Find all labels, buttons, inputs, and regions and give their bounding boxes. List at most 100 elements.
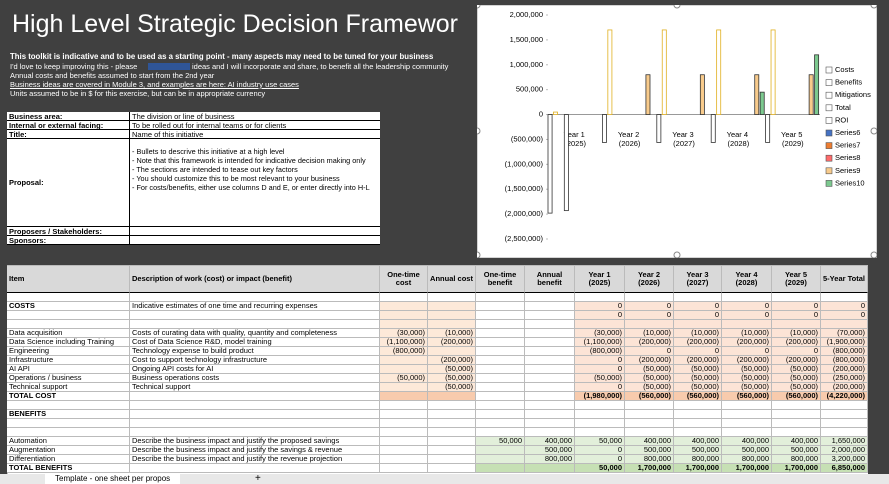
table-cell[interactable] (625, 401, 674, 410)
table-cell[interactable]: 800,000 (772, 455, 821, 464)
table-cell[interactable] (380, 464, 428, 473)
table-cell[interactable]: 800,000 (525, 455, 575, 464)
table-cell[interactable] (130, 401, 380, 410)
table-cell[interactable] (428, 347, 476, 356)
table-cell[interactable] (476, 419, 525, 428)
table-cell[interactable]: (50,000) (674, 374, 722, 383)
table-cell[interactable] (130, 464, 380, 473)
table-cell[interactable] (525, 320, 575, 329)
table-cell[interactable]: (50,000) (722, 383, 772, 392)
table-cell[interactable]: 500,000 (625, 446, 674, 455)
column-header[interactable]: One-time cost (380, 266, 428, 293)
table-cell[interactable]: (50,000) (722, 374, 772, 383)
table-cell[interactable] (821, 401, 868, 410)
table-cell[interactable] (130, 410, 380, 419)
table-cell[interactable]: (50,000) (772, 365, 821, 374)
table-cell[interactable]: 0 (722, 302, 772, 311)
table-cell[interactable]: (50,000) (428, 365, 476, 374)
table-cell[interactable] (7, 293, 130, 302)
table-cell[interactable]: (800,000) (821, 356, 868, 365)
column-header[interactable]: Year 4 (2028) (722, 266, 772, 293)
table-cell[interactable]: 1,700,000 (722, 464, 772, 473)
table-cell[interactable]: Cost to support technology infrastructur… (130, 356, 380, 365)
table-cell[interactable]: (50,000) (674, 365, 722, 374)
table-cell[interactable]: (50,000) (380, 374, 428, 383)
table-cell[interactable] (130, 320, 380, 329)
table-cell[interactable] (772, 401, 821, 410)
table-cell[interactable] (428, 437, 476, 446)
table-cell[interactable]: (200,000) (821, 383, 868, 392)
table-cell[interactable]: 0 (575, 455, 625, 464)
column-header[interactable]: Description of work (cost) or impact (be… (130, 266, 380, 293)
column-header[interactable]: Year 3 (2027) (674, 266, 722, 293)
add-sheet[interactable]: + (255, 473, 261, 484)
table-cell[interactable]: 50,000 (575, 464, 625, 473)
table-cell[interactable]: BENEFITS (7, 410, 130, 419)
table-cell[interactable] (625, 320, 674, 329)
table-cell[interactable] (625, 428, 674, 437)
table-cell[interactable] (476, 365, 525, 374)
table-cell[interactable]: (50,000) (722, 365, 772, 374)
table-cell[interactable] (525, 338, 575, 347)
table-cell[interactable] (772, 293, 821, 302)
table-cell[interactable]: 0 (575, 302, 625, 311)
table-cell[interactable]: (50,000) (772, 383, 821, 392)
table-cell[interactable]: 1,700,000 (674, 464, 722, 473)
table-cell[interactable]: 50,000 (476, 437, 525, 446)
table-cell[interactable] (575, 320, 625, 329)
table-cell[interactable] (772, 410, 821, 419)
table-cell[interactable]: 2,000,000 (821, 446, 868, 455)
table-cell[interactable] (625, 293, 674, 302)
table-cell[interactable]: 500,000 (722, 446, 772, 455)
table-cell[interactable]: 500,000 (525, 446, 575, 455)
table-cell[interactable]: (50,000) (428, 374, 476, 383)
table-cell[interactable]: (70,000) (821, 329, 868, 338)
table-cell[interactable]: 0 (722, 347, 772, 356)
table-cell[interactable]: Business operations costs (130, 374, 380, 383)
table-cell[interactable]: (50,000) (625, 383, 674, 392)
table-cell[interactable]: 400,000 (674, 437, 722, 446)
table-cell[interactable]: 500,000 (674, 446, 722, 455)
table-cell[interactable]: Describe the business impact and justify… (130, 455, 380, 464)
table-cell[interactable]: (50,000) (428, 383, 476, 392)
table-cell[interactable] (772, 320, 821, 329)
table-cell[interactable] (428, 302, 476, 311)
table-cell[interactable]: 0 (575, 356, 625, 365)
table-cell[interactable] (525, 428, 575, 437)
table-cell[interactable]: (200,000) (772, 356, 821, 365)
table-cell[interactable] (821, 419, 868, 428)
table-cell[interactable]: 800,000 (625, 455, 674, 464)
table-cell[interactable]: 800,000 (722, 455, 772, 464)
table-cell[interactable]: 0 (575, 365, 625, 374)
table-cell[interactable]: (50,000) (625, 365, 674, 374)
table-cell[interactable]: Data Science including Training (7, 338, 130, 347)
table-cell[interactable] (525, 383, 575, 392)
table-cell[interactable] (428, 311, 476, 320)
table-cell[interactable]: 0 (674, 347, 722, 356)
table-cell[interactable]: Automation (7, 437, 130, 446)
table-cell[interactable]: 800,000 (674, 455, 722, 464)
table-cell[interactable]: (10,000) (428, 329, 476, 338)
table-cell[interactable] (130, 293, 380, 302)
table-cell[interactable] (380, 437, 428, 446)
table-cell[interactable] (7, 320, 130, 329)
column-header[interactable]: Year 2 (2026) (625, 266, 674, 293)
table-cell[interactable]: COSTS (7, 302, 130, 311)
table-cell[interactable] (130, 428, 380, 437)
table-cell[interactable] (428, 464, 476, 473)
table-cell[interactable] (674, 293, 722, 302)
table-cell[interactable]: 400,000 (525, 437, 575, 446)
table-cell[interactable]: 0 (821, 302, 868, 311)
table-cell[interactable]: (200,000) (722, 356, 772, 365)
table-cell[interactable] (525, 293, 575, 302)
table-cell[interactable] (525, 365, 575, 374)
table-cell[interactable] (476, 293, 525, 302)
table-cell[interactable] (476, 446, 525, 455)
table-cell[interactable]: 0 (772, 311, 821, 320)
table-cell[interactable] (722, 401, 772, 410)
table-cell[interactable]: 1,700,000 (625, 464, 674, 473)
table-cell[interactable]: Operations / business (7, 374, 130, 383)
table-cell[interactable] (380, 446, 428, 455)
table-cell[interactable]: (1,100,000) (380, 338, 428, 347)
table-cell[interactable] (476, 347, 525, 356)
